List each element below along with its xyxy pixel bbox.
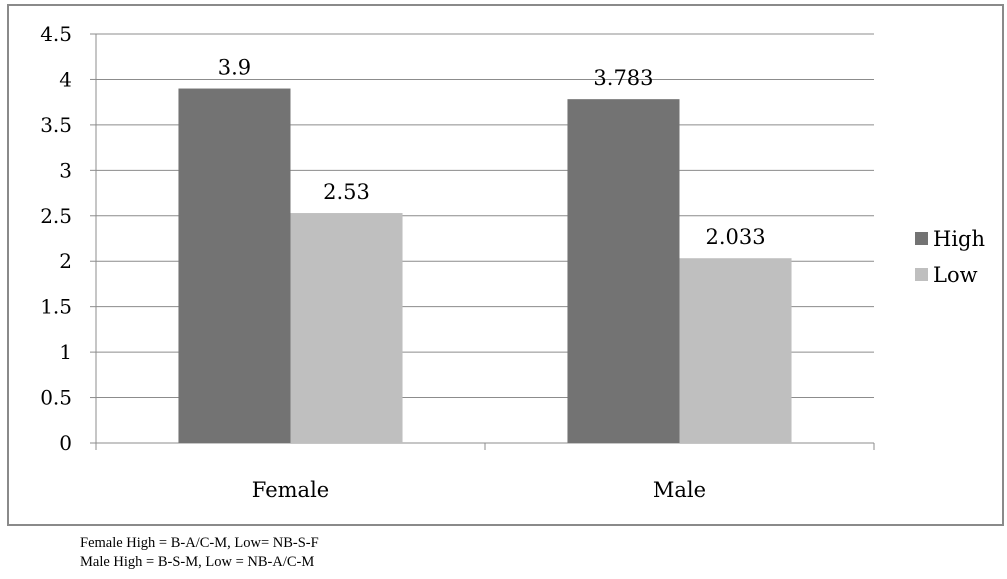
data-labels: 3.9 2.53 Female 3.783 2.033 Male [218, 56, 766, 502]
y-tick-label: 0.5 [40, 386, 72, 410]
bar-chart: 00.511.522.533.544.5 3.92.53Female3.7832… [40, 22, 985, 502]
bar-female-low [290, 213, 403, 443]
bar-male-high [567, 99, 680, 444]
y-tick-label: 1.5 [40, 295, 72, 319]
category-label-female: Female [252, 478, 329, 502]
y-tick-label: 4.5 [40, 22, 72, 46]
legend-label-high: High [933, 227, 985, 251]
y-tick-label: 3 [59, 158, 72, 182]
category-label-male: Male [653, 478, 706, 502]
y-tick-label: 0 [59, 431, 72, 455]
bars [178, 88, 792, 444]
y-tick-label: 4 [59, 67, 72, 91]
y-tick-label: 2.5 [40, 204, 72, 228]
bar-female-high [178, 88, 291, 444]
note-female: Female High = B-A/C-M, Low= NB-S-F [80, 535, 319, 551]
chart-frame [7, 4, 1004, 526]
legend-label-low: Low [933, 263, 978, 287]
note-male: Male High = B-S-M, Low = NB-A/C-M [80, 554, 315, 570]
data-label-female-low: 2.53 [323, 180, 370, 204]
y-tick-label: 3.5 [40, 113, 72, 137]
axes: 00.511.522.533.544.5 [40, 22, 875, 455]
bar-male-low [679, 258, 792, 443]
data-label-male-high: 3.783 [593, 66, 653, 90]
data-label-female-high: 3.9 [218, 56, 251, 80]
y-tick-label: 1 [59, 340, 72, 364]
data-label-male-low: 2.033 [705, 225, 765, 249]
legend-swatch-high [915, 232, 928, 245]
legend: High Low [915, 227, 985, 287]
chart-notes: Female High = B-A/C-M, Low= NB-S-F Male … [80, 534, 319, 572]
y-tick-label: 2 [59, 249, 72, 273]
legend-swatch-low [915, 268, 928, 281]
